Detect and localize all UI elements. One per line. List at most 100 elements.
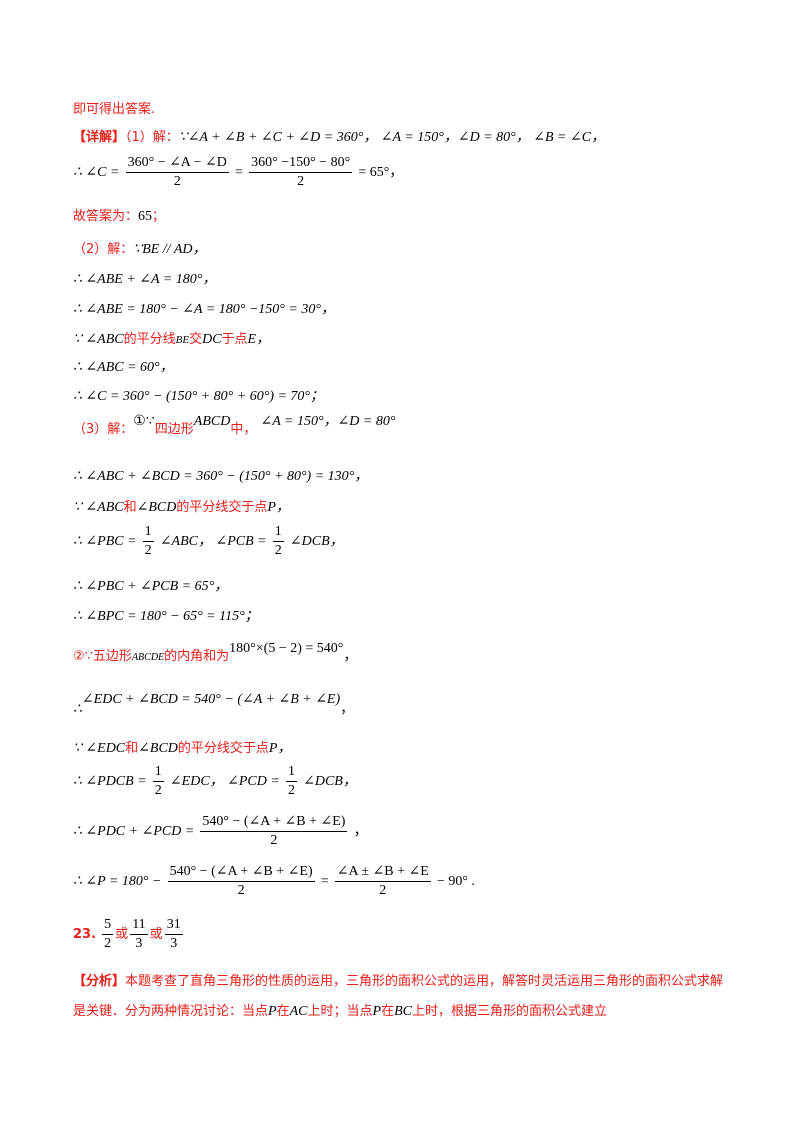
math-expr: = 65°， xyxy=(358,165,404,180)
fraction-denominator: 2 xyxy=(297,174,305,189)
fraction-numerator: 1 xyxy=(152,764,164,782)
text-line: 即可得出答案. xyxy=(73,102,156,117)
math-expr: ∵BE // AD， xyxy=(133,242,207,257)
math-line: ∴ ∠BPC = 180° − 65° = 115°； xyxy=(73,609,259,624)
text: 的内角和为 xyxy=(164,649,230,664)
math-line: ∴∠EDC + ∠BCD = 540° − (∠A + ∠B + ∠E)， xyxy=(73,688,354,717)
math-expr: ∵ ∠EDC xyxy=(73,741,126,756)
text-line: ∵ ∠EDC和∠BCD的平分线交于点P， xyxy=(73,737,291,757)
fraction-denominator: 2 xyxy=(274,543,282,558)
part3-line: （3）解：①∵四边形ABCD中， ∠A = 150°，∠D = 80° xyxy=(73,414,395,438)
math-expr: ∴ ∠PDC + ∠PCD = xyxy=(73,824,195,839)
math-line: ∴ ∠ABC = 60°， xyxy=(73,360,174,375)
math-expr: AC xyxy=(289,1004,308,1019)
math-expr: ∠EDC， ∠PCD = xyxy=(169,774,280,789)
math-line: ∴ ∠ABE + ∠A = 180°， xyxy=(73,272,217,287)
math-expr: ∵∠A + ∠B + ∠C + ∠D = 360°， ∠A = 150°，∠D … xyxy=(178,130,606,145)
fraction-denominator: 2 xyxy=(237,883,245,898)
math-expr: ∵ ∠ABC xyxy=(73,332,124,347)
math-expr: P xyxy=(268,1004,277,1019)
answer-label: 故答案为： xyxy=(73,209,139,224)
math-expr: ∠A = 150°，∠D = 80° xyxy=(260,414,396,429)
fraction-denominator: 2 xyxy=(379,883,387,898)
math-expr: = xyxy=(320,874,329,889)
detail-tag: 【详解】 xyxy=(73,130,126,145)
text: 上时；当点 xyxy=(307,1004,373,1019)
text-line: ∵ ∠ABC的平分线BE交DC于点E， xyxy=(73,328,270,348)
math-expr: ∠DCB， xyxy=(289,534,344,549)
text: 的平分线 xyxy=(123,332,176,347)
text: 在 xyxy=(381,1004,395,1019)
text-line: ②∵五边形ABCDE的内角和为180°×(5 − 2) = 540°， xyxy=(73,641,358,665)
math-expr: DC xyxy=(202,332,222,347)
fraction: 360° − ∠A − ∠D 2 xyxy=(125,155,229,190)
math-expr: ∠BCD xyxy=(136,500,177,515)
math-expr: ∠ABC， ∠PCB = xyxy=(159,534,267,549)
text: 交 xyxy=(189,332,203,347)
fraction: 11 3 xyxy=(130,917,148,952)
math-expr: ∠BCD xyxy=(138,741,178,756)
fraction-numerator: 360° − ∠A − ∠D xyxy=(125,155,229,173)
punct: ； xyxy=(152,209,166,224)
fraction-denominator: 2 xyxy=(287,783,295,798)
text: 上时，根据三角形的面积公式建立 xyxy=(411,1004,607,1019)
math-expr: BE xyxy=(175,334,190,346)
fraction-numerator: 5 xyxy=(102,917,114,935)
fraction-numerator: 540° − (∠A + ∠B + ∠E) xyxy=(167,864,315,882)
fraction-numerator: 1 xyxy=(142,524,154,542)
text: 在 xyxy=(276,1004,290,1019)
fraction-numerator: 540° − (∠A + ∠B + ∠E) xyxy=(200,814,348,832)
analysis-paragraph: 【分析】本题考查了直角三角形的性质的运用，三角形的面积公式的运用，解答时灵活运用… xyxy=(73,967,733,1027)
math-expr: ∴ xyxy=(73,702,82,717)
fraction-numerator: ∠A ± ∠B + ∠E xyxy=(334,864,431,882)
fraction-denominator: 3 xyxy=(170,936,178,951)
math-expr: E， xyxy=(247,332,271,347)
math-expr: ∠EDC + ∠BCD = 540° − (∠A + ∠B + ∠E) xyxy=(81,692,341,707)
fraction: ∠A ± ∠B + ∠E 2 xyxy=(334,864,431,899)
part2-line: （2）解：∵BE // AD， xyxy=(73,238,206,258)
math-line: ∴ ∠ABC + ∠BCD = 360° − (150° + 80°) = 13… xyxy=(73,469,369,484)
math-expr: ∵ ∠ABC xyxy=(73,500,124,515)
math-line: ∴ ∠PBC + ∠PCB = 65°， xyxy=(73,579,229,594)
math-expr: ∴ ∠PDCB = xyxy=(73,774,147,789)
question-number: 23. xyxy=(73,927,97,942)
fraction-denominator: 2 xyxy=(144,543,152,558)
text: 本题考查了直角三角形的性质的运用，三角形的面积公式的运用，解答时灵活运用三角形的… xyxy=(73,974,724,1019)
fraction: 360° −150° − 80° 2 xyxy=(249,155,353,190)
math-expr: 180°×(5 − 2) = 540° xyxy=(229,641,344,656)
math-line: ∴ ∠ABE = 180° − ∠A = 180° −150° = 30°， xyxy=(73,302,335,317)
punct: ， xyxy=(343,649,358,664)
math-expr: ∴ ∠P = 180° − xyxy=(73,874,162,889)
text: 的平分线交于点 xyxy=(176,500,268,515)
analysis-tag: 【分析】 xyxy=(73,974,126,989)
text-line: ∵ ∠ABC和∠BCD的平分线交于点P， xyxy=(73,496,290,516)
formula-line: ∴ ∠PDC + ∠PCD = 540° − (∠A + ∠B + ∠E) 2 ， xyxy=(73,814,368,849)
math-expr: P， xyxy=(268,741,292,756)
fraction-numerator: 31 xyxy=(164,917,183,935)
fraction-numerator: 360° −150° − 80° xyxy=(249,155,353,173)
math-expr: BC xyxy=(394,1004,412,1019)
text: 和 xyxy=(123,500,137,515)
fraction: 540° − (∠A + ∠B + ∠E) 2 xyxy=(200,814,348,849)
part-label: （2）解： xyxy=(73,242,134,257)
fraction: 31 3 xyxy=(164,917,183,952)
math-expr: ∴ ∠PBC = xyxy=(73,534,137,549)
fraction-denominator: 2 xyxy=(154,783,162,798)
math-expr: ∠DCB， xyxy=(303,774,357,789)
text: 或 xyxy=(115,927,129,942)
math-expr: ABCDE xyxy=(131,652,165,663)
fraction-numerator: 1 xyxy=(272,524,284,542)
text: 和 xyxy=(125,741,139,756)
fraction-numerator: 11 xyxy=(130,917,148,935)
formula-line: ∴ ∠C = 360° − ∠A − ∠D 2 = 360° −150° − 80… xyxy=(73,155,403,190)
math-expr: ①∵ xyxy=(133,414,155,429)
fraction: 540° − (∠A + ∠B + ∠E) 2 xyxy=(167,864,315,899)
fraction-numerator: 1 xyxy=(285,764,297,782)
